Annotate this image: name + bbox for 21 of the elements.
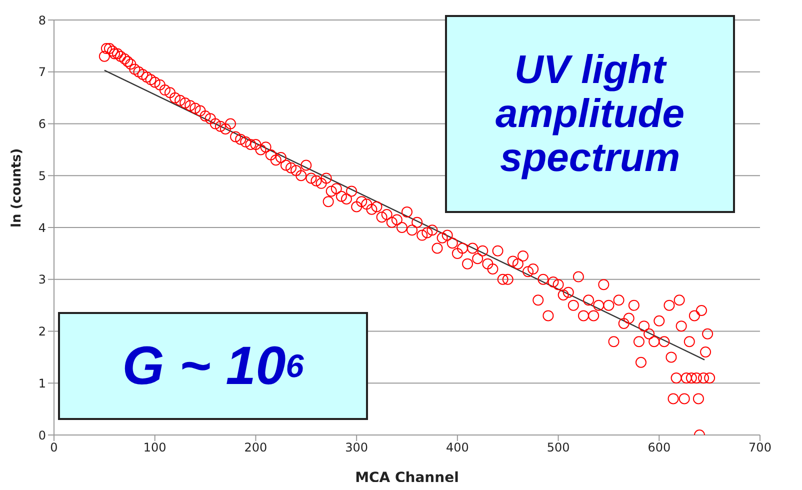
x-tick-label: 700 bbox=[748, 440, 772, 455]
x-tick-label: 600 bbox=[648, 440, 671, 455]
y-tick-label: 6 bbox=[38, 117, 46, 132]
x-tick-label: 400 bbox=[446, 440, 469, 455]
text-box: G ~ 10$^{6}$ bbox=[58, 312, 368, 420]
y-tick-label: 3 bbox=[38, 272, 46, 287]
y-tick-label: 4 bbox=[38, 220, 46, 235]
x-tick-label: 100 bbox=[143, 440, 166, 455]
y-tick-label: 1 bbox=[38, 376, 46, 390]
x-tick-label: 500 bbox=[546, 440, 570, 455]
y-tick-label: 7 bbox=[38, 65, 46, 80]
x-axis-title: MCA Channel bbox=[355, 470, 459, 486]
y-tick-label: 8 bbox=[38, 13, 46, 28]
x-tick-label: 0 bbox=[50, 440, 58, 455]
y-axis-title: ln (counts) bbox=[10, 148, 25, 228]
x-tick-label: 200 bbox=[244, 440, 268, 455]
text-box: UV light amplitude spectrum bbox=[445, 15, 735, 213]
x-tick-label: 300 bbox=[345, 440, 368, 455]
y-tick-label: 2 bbox=[38, 324, 46, 339]
y-tick-label: 5 bbox=[38, 168, 46, 183]
y-tick-label: 0 bbox=[38, 428, 46, 442]
